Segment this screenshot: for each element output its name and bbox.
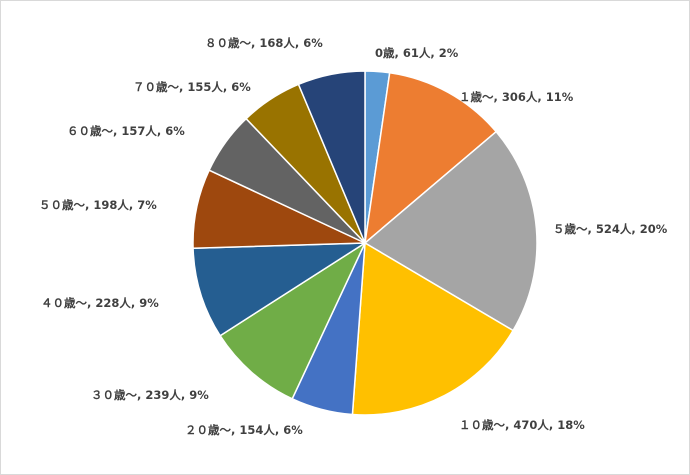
data-label: ５歳～, 524人, 20%	[553, 222, 668, 236]
data-label: 0歳, 61人, 2%	[375, 46, 459, 60]
pie-slice	[364, 72, 497, 244]
data-label: ２０歳～, 154人, 6%	[185, 423, 303, 437]
pie-slice	[297, 70, 366, 244]
pie-slice	[192, 242, 366, 337]
data-label: ７０歳～, 155人, 6%	[133, 80, 251, 94]
data-label: １０歳～, 470人, 18%	[459, 418, 585, 432]
pie-slice	[219, 242, 366, 400]
pie-slice	[364, 130, 538, 332]
data-label: ４０歳～, 228人, 9%	[41, 296, 159, 310]
data-labels: 0歳, 61人, 2% １歳～, 306人, 11% ５歳～, 524人, 20% １…	[39, 36, 668, 437]
data-label: ５０歳～, 198人, 7%	[39, 198, 157, 212]
data-label: １歳～, 306人, 11%	[459, 90, 574, 104]
pie-slices	[192, 70, 538, 416]
pie-slice	[351, 242, 514, 416]
data-label: ６０歳～, 157人, 6%	[67, 124, 185, 138]
data-label: ８０歳～, 168人, 6%	[205, 36, 323, 50]
data-label: ３０歳～, 239人, 9%	[91, 388, 209, 402]
